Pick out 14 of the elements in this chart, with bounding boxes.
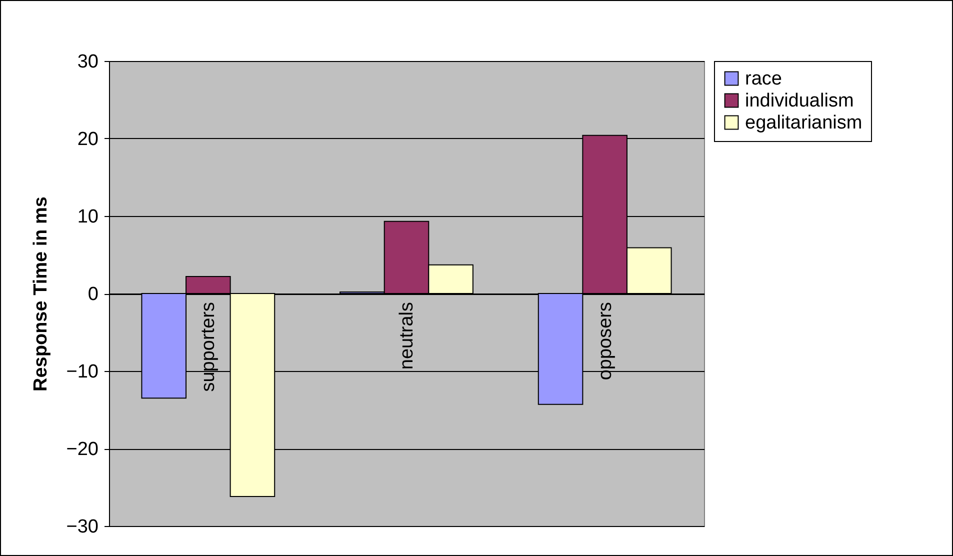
y-tick-label: −20: [66, 439, 98, 460]
legend-label: egalitarianism: [745, 112, 862, 134]
y-tick-label: −10: [66, 362, 98, 382]
x-tick-label: supporters: [198, 302, 220, 392]
y-tick-label: 20: [77, 129, 98, 150]
y-tick-label: 10: [77, 206, 98, 228]
y-tick-label: 30: [77, 52, 98, 72]
legend-label: race: [745, 68, 782, 90]
y-tick-label: 0: [88, 284, 98, 305]
x-tick-label: neutrals: [396, 302, 418, 370]
x-tick-label: opposers: [594, 302, 616, 380]
y-tick-label: −30: [66, 516, 98, 538]
y-axis-title: Response Time in ms: [30, 196, 52, 392]
legend-label: individualism: [745, 90, 854, 112]
